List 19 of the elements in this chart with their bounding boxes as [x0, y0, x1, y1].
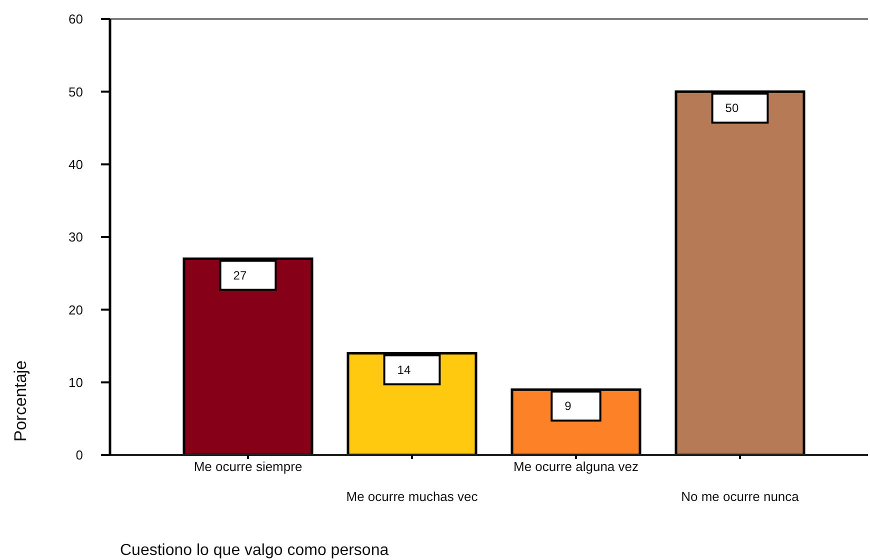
y-tick-label: 60: [68, 12, 83, 27]
data-label: 9: [564, 399, 572, 414]
y-tick-label: 20: [68, 302, 83, 318]
data-label: 50: [725, 101, 739, 116]
y-tick-label: 50: [68, 84, 83, 100]
y-tick-label: 10: [68, 374, 83, 390]
y-axis-title: Porcentaje: [11, 360, 30, 442]
data-label: 14: [397, 362, 411, 377]
x-tick-label: No me ocurre nunca: [681, 489, 800, 504]
x-tick-label: Me ocurre alguna vez: [513, 459, 639, 474]
y-tick-label: 30: [68, 230, 83, 245]
bar: [182, 258, 314, 455]
y-tick-label: 0: [76, 448, 83, 463]
data-label: 27: [233, 268, 247, 282]
x-axis-title: Cuestiono lo que valgo como persona: [120, 542, 389, 559]
y-tick-label: 40: [68, 156, 83, 172]
x-tick-label: Me ocurre muchas vec: [346, 489, 478, 504]
x-tick-label: Me ocurre siempre: [194, 459, 302, 474]
bar: [674, 90, 806, 455]
